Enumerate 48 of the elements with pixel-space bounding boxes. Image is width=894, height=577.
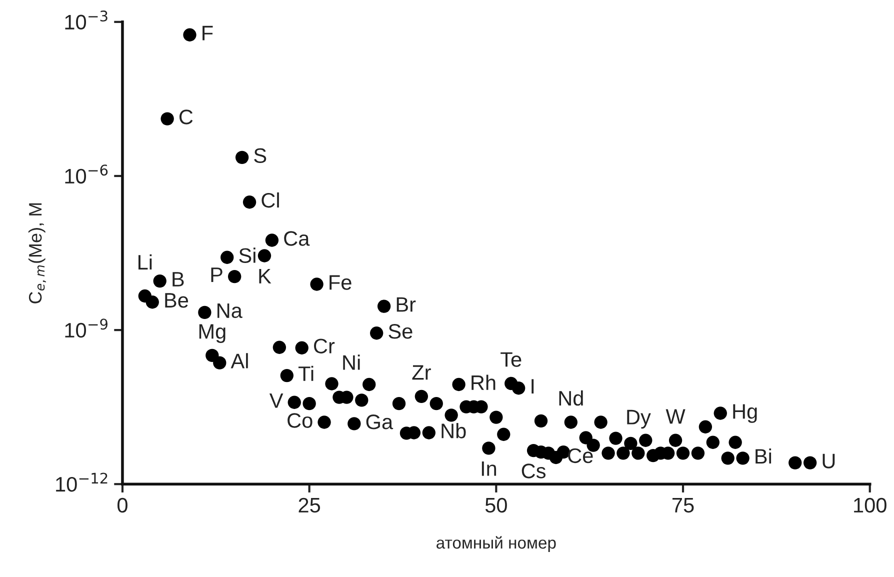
annotation: Be (165, 293, 188, 308)
annotation: Cl (262, 192, 279, 208)
annotation: Si (239, 248, 256, 263)
annotation: Te (500, 352, 522, 367)
annotation: Bi (756, 448, 772, 464)
annotation: Li (138, 254, 152, 270)
annotation: W (666, 409, 686, 424)
y-tick-label: 10$^{−9}$ (65, 318, 108, 338)
y-tick-label: 10$^{−3}$ (65, 10, 108, 30)
y-tick-label: 10$^{−6}$ (65, 164, 108, 184)
annotation: Zr (412, 365, 431, 380)
annotation: Se (388, 324, 412, 339)
annotation: Ni (343, 354, 360, 370)
annotation: Cr (314, 338, 335, 354)
annotation: Br (396, 297, 416, 312)
x-axis-title: атомный номер (436, 536, 556, 552)
annotation: P (211, 268, 222, 282)
annotation: Na (218, 304, 242, 318)
annotation: B (172, 272, 184, 286)
annotation: Nb (442, 423, 466, 438)
annotation: Al (230, 353, 248, 368)
annotation: In (482, 461, 496, 476)
annotation: I (532, 379, 534, 394)
annotation: F (202, 26, 213, 40)
annotation: K (259, 268, 272, 284)
x-tick-label: 75 (672, 498, 694, 513)
annotation: Ce (568, 448, 593, 464)
annotation: V (269, 393, 284, 408)
x-tick-label: 25 (298, 498, 320, 513)
y-tick-label: 10$^{−12}$ (56, 472, 108, 492)
annotation: Ca (284, 231, 310, 246)
x-tick-label: 50 (485, 498, 507, 513)
annotation: Ti (298, 366, 314, 381)
x-tick-label: 0 (118, 498, 128, 513)
annotation: Rh (472, 374, 496, 390)
annotation: U (822, 454, 835, 468)
y-axis-title: C$_{e,m}$(Me), M (28, 203, 46, 304)
annotation: Nd (559, 390, 583, 406)
x-tick-label: 100 (854, 498, 886, 513)
annotation: Ga (366, 414, 394, 430)
annotation: Hg (733, 404, 757, 423)
annotation: Dy (627, 410, 651, 429)
annotation: C (179, 110, 193, 124)
annotation: Co (288, 413, 312, 428)
annotation: Fe (330, 275, 352, 290)
annotation: Mg (199, 324, 226, 343)
annotation: Cs (522, 464, 546, 478)
annotation: S (254, 148, 266, 163)
